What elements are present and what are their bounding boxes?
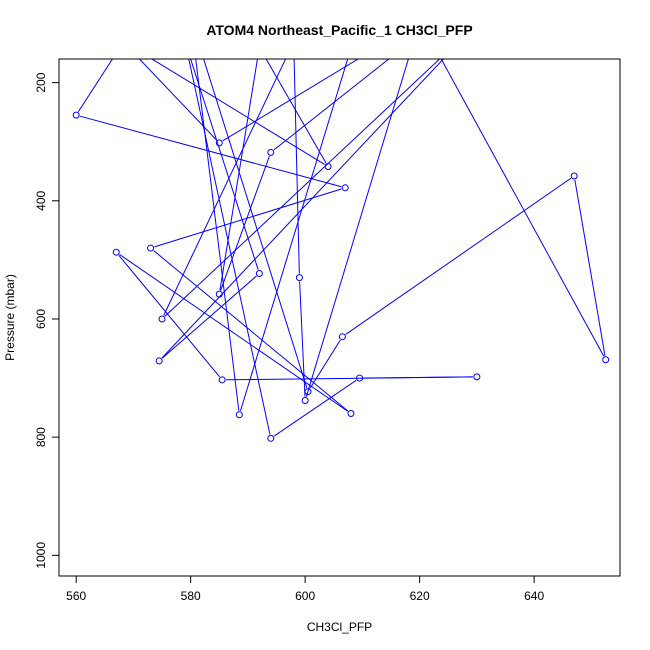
data-point	[255, 269, 263, 277]
series-line-segment	[222, 59, 360, 142]
data-point	[602, 356, 610, 364]
data-point	[215, 290, 223, 298]
series-line-segment	[305, 59, 409, 397]
series-line-segment	[138, 59, 217, 141]
x-tick-label: 640	[524, 589, 544, 603]
data-point	[338, 333, 346, 341]
data-point	[215, 139, 223, 147]
series-line-segment	[293, 59, 300, 274]
data-point	[347, 410, 355, 418]
data-point	[218, 376, 226, 384]
series-line-segment	[119, 254, 348, 412]
x-tick-label: 620	[410, 589, 430, 603]
series-line-segment	[273, 379, 357, 437]
data-point	[112, 248, 120, 256]
series-line-segment	[77, 59, 114, 113]
x-tick-label: 600	[295, 589, 315, 603]
data-point	[341, 184, 349, 192]
data-point	[147, 244, 155, 252]
series-line-segment	[118, 254, 220, 378]
x-tick-label: 580	[181, 589, 201, 603]
data-point	[267, 434, 275, 442]
x-axis: 560 580 600 620 640	[66, 575, 544, 603]
series-layer	[72, 15, 610, 442]
data-point	[155, 357, 163, 365]
x-tick-label: 560	[66, 589, 86, 603]
data-point	[72, 111, 80, 119]
data-point	[473, 373, 481, 381]
series-line-segment	[163, 59, 287, 316]
data-point	[188, 15, 194, 21]
series-line-segment	[190, 59, 259, 270]
data-point	[291, 39, 297, 45]
data-point	[324, 163, 332, 171]
data-point	[356, 374, 364, 382]
y-tick-label: 1000	[34, 542, 48, 569]
y-tick-label: 200	[34, 72, 48, 92]
data-point	[570, 172, 578, 180]
data-point	[113, 50, 119, 56]
series-line-segment	[299, 281, 306, 397]
series-line-segment	[195, 59, 240, 411]
x-axis-label: CH3Cl_PFP	[307, 620, 372, 634]
y-axis: 200 400 600 800 1000	[34, 72, 60, 569]
data-point	[182, 38, 188, 44]
series-line-segment	[574, 179, 606, 356]
series-line-segment	[79, 115, 342, 188]
data-point	[295, 274, 303, 282]
y-tick-label: 800	[34, 427, 48, 447]
series-line-segment	[309, 339, 341, 389]
plot-frame	[58, 58, 621, 577]
data-point	[304, 388, 312, 396]
series-line-segment	[203, 59, 308, 388]
series-line-segment	[161, 275, 257, 359]
series-line-segment	[161, 59, 445, 359]
chart-title: ATOM4 Northeast_Pacific_1 CH3Cl_PFP	[206, 22, 472, 38]
series-line-segment	[220, 155, 270, 291]
data-point	[158, 315, 166, 323]
series-line-segment	[219, 59, 258, 291]
series-line-segment	[151, 59, 325, 165]
data-point	[267, 148, 275, 156]
series-line-segment	[273, 59, 390, 151]
series-line-segment	[153, 250, 349, 412]
data-point	[256, 44, 262, 50]
data-point	[235, 411, 243, 419]
y-tick-label: 600	[34, 309, 48, 329]
series-line-segment	[265, 59, 327, 164]
series-line-segment	[240, 59, 349, 412]
series-line-segment	[164, 59, 441, 317]
series-line-segment	[363, 376, 473, 379]
series-line-segment	[345, 177, 572, 335]
series-line-segment	[440, 59, 605, 357]
data-point	[301, 397, 309, 405]
data-point	[119, 38, 125, 44]
y-tick-label: 400	[34, 190, 48, 210]
series-line-segment	[154, 188, 342, 248]
y-axis-label: Pressure (mbar)	[3, 274, 17, 361]
